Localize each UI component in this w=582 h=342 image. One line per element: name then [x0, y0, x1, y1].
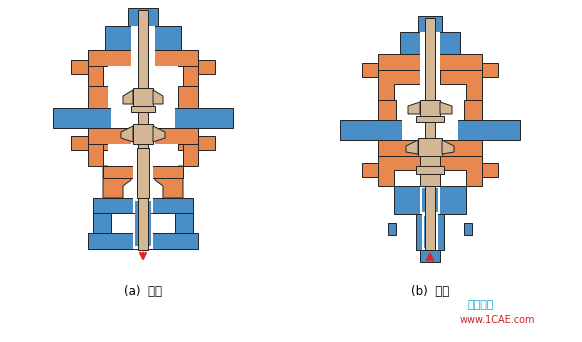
Polygon shape	[418, 138, 442, 156]
Polygon shape	[71, 60, 88, 74]
Polygon shape	[198, 136, 215, 150]
Polygon shape	[178, 86, 198, 108]
Text: 仿真在线: 仿真在线	[468, 300, 495, 310]
Polygon shape	[440, 156, 482, 186]
Polygon shape	[408, 102, 420, 114]
Polygon shape	[362, 63, 378, 77]
Polygon shape	[342, 122, 400, 138]
Polygon shape	[460, 122, 518, 138]
Polygon shape	[416, 116, 444, 122]
Polygon shape	[108, 66, 178, 108]
Polygon shape	[422, 214, 438, 250]
Polygon shape	[108, 144, 178, 166]
Polygon shape	[424, 216, 436, 248]
Polygon shape	[378, 100, 396, 120]
Polygon shape	[362, 163, 378, 177]
Polygon shape	[378, 140, 396, 160]
Polygon shape	[88, 50, 131, 86]
Polygon shape	[388, 223, 396, 235]
Polygon shape	[420, 54, 440, 70]
Polygon shape	[442, 140, 454, 154]
Polygon shape	[138, 10, 148, 250]
Polygon shape	[133, 124, 153, 144]
Polygon shape	[420, 186, 440, 214]
Polygon shape	[464, 140, 482, 160]
Polygon shape	[416, 166, 444, 174]
Polygon shape	[420, 174, 440, 186]
Polygon shape	[88, 128, 198, 144]
Polygon shape	[482, 63, 498, 77]
Polygon shape	[420, 156, 440, 186]
Polygon shape	[93, 213, 111, 233]
Polygon shape	[131, 128, 155, 144]
Polygon shape	[53, 108, 233, 128]
Polygon shape	[420, 140, 440, 156]
Polygon shape	[88, 50, 198, 66]
Polygon shape	[420, 100, 440, 116]
Polygon shape	[378, 70, 420, 100]
Polygon shape	[420, 250, 440, 262]
Polygon shape	[55, 110, 109, 126]
Polygon shape	[422, 188, 438, 212]
Polygon shape	[128, 8, 158, 26]
Text: (b)  合流: (b) 合流	[411, 285, 449, 298]
Polygon shape	[155, 128, 198, 166]
Polygon shape	[153, 90, 163, 104]
Polygon shape	[88, 128, 108, 150]
Polygon shape	[178, 128, 198, 150]
Polygon shape	[482, 163, 498, 177]
Polygon shape	[133, 88, 153, 106]
Polygon shape	[133, 233, 153, 249]
Polygon shape	[420, 32, 440, 54]
Polygon shape	[88, 233, 198, 249]
Polygon shape	[378, 140, 482, 156]
Polygon shape	[111, 108, 175, 128]
Polygon shape	[133, 198, 153, 213]
Polygon shape	[135, 201, 151, 246]
Polygon shape	[138, 150, 148, 196]
Polygon shape	[131, 26, 155, 50]
Polygon shape	[378, 54, 482, 70]
Polygon shape	[105, 26, 181, 50]
Polygon shape	[153, 126, 165, 142]
Polygon shape	[71, 136, 88, 150]
Polygon shape	[133, 166, 153, 198]
Polygon shape	[402, 120, 458, 140]
Polygon shape	[175, 213, 193, 233]
Polygon shape	[440, 102, 452, 114]
Polygon shape	[440, 70, 482, 100]
Polygon shape	[123, 90, 133, 104]
Polygon shape	[400, 32, 460, 54]
Polygon shape	[103, 166, 183, 178]
Polygon shape	[88, 128, 131, 166]
Polygon shape	[425, 18, 435, 250]
Polygon shape	[198, 60, 215, 74]
Polygon shape	[155, 166, 183, 198]
Polygon shape	[406, 140, 418, 154]
Polygon shape	[155, 50, 198, 86]
Polygon shape	[103, 166, 131, 198]
Polygon shape	[177, 110, 231, 126]
Polygon shape	[131, 106, 155, 112]
Polygon shape	[464, 100, 482, 120]
Polygon shape	[121, 126, 133, 142]
Polygon shape	[131, 50, 155, 66]
Polygon shape	[378, 156, 420, 186]
Polygon shape	[420, 70, 440, 100]
Polygon shape	[416, 214, 444, 250]
Text: www.1CAE.com: www.1CAE.com	[460, 315, 535, 325]
Polygon shape	[137, 148, 149, 198]
Polygon shape	[93, 198, 193, 213]
Polygon shape	[340, 120, 520, 140]
Polygon shape	[53, 108, 233, 128]
Polygon shape	[394, 186, 466, 214]
Polygon shape	[420, 156, 440, 168]
Polygon shape	[418, 16, 442, 32]
Text: (a)  分流: (a) 分流	[124, 285, 162, 298]
Polygon shape	[88, 86, 108, 108]
Polygon shape	[464, 223, 472, 235]
